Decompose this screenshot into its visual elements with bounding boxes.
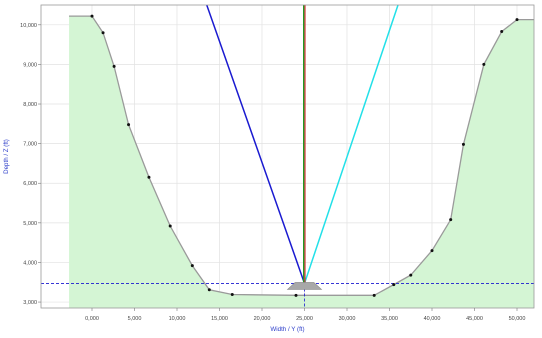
terrain-point (230, 293, 234, 297)
x-tick-label: 15,000 (211, 316, 228, 322)
y-tick-label: 8,000 (23, 102, 37, 108)
y-tick-label: 6,000 (23, 181, 37, 187)
terrain-point (90, 14, 94, 18)
ray-line (303, 5, 399, 284)
x-tick-label: 30,000 (339, 316, 356, 322)
terrain-fill (69, 16, 534, 308)
x-tick-label: 35,000 (381, 316, 398, 322)
y-tick-label: 3,000 (23, 300, 37, 306)
terrain-point (461, 142, 465, 146)
y-tick-label: 10,000 (20, 23, 37, 29)
terrain-point (482, 62, 486, 66)
x-tick-label: 20,000 (254, 316, 271, 322)
terrain-point (372, 293, 376, 297)
x-axis-title: Width / Y (ft) (270, 326, 304, 333)
x-tick-label: 0,000 (85, 316, 99, 322)
terrain-point (112, 64, 116, 68)
well-marker (286, 282, 323, 290)
ray-line (206, 5, 306, 284)
terrain-point (392, 283, 396, 287)
y-tick-label: 5,000 (23, 221, 37, 227)
terrain-point (147, 175, 151, 179)
plot-border (40, 4, 535, 309)
x-tick-label: 50,000 (509, 316, 526, 322)
x-tick-label: 5,000 (128, 316, 142, 322)
terrain-point (449, 218, 453, 222)
x-tick-label: 45,000 (466, 316, 483, 322)
y-axis-title: Depth / Z (ft) (3, 139, 10, 174)
y-tick-label: 9,000 (23, 62, 37, 68)
x-tick-label: 25,000 (296, 316, 313, 322)
terrain-point (409, 273, 413, 277)
terrain-point (101, 31, 105, 35)
x-tick-label: 10,000 (169, 316, 186, 322)
terrain-point (127, 123, 131, 127)
terrain-point (515, 18, 519, 22)
terrain-point (168, 224, 172, 228)
y-tick-label: 7,000 (23, 142, 37, 148)
terrain-point (190, 264, 194, 268)
terrain-point (207, 288, 211, 292)
y-tick-label: 4,000 (23, 260, 37, 266)
x-tick-label: 40,000 (424, 316, 441, 322)
terrain-point (500, 30, 504, 34)
terrain-point (430, 249, 434, 253)
terrain-point (294, 293, 298, 297)
